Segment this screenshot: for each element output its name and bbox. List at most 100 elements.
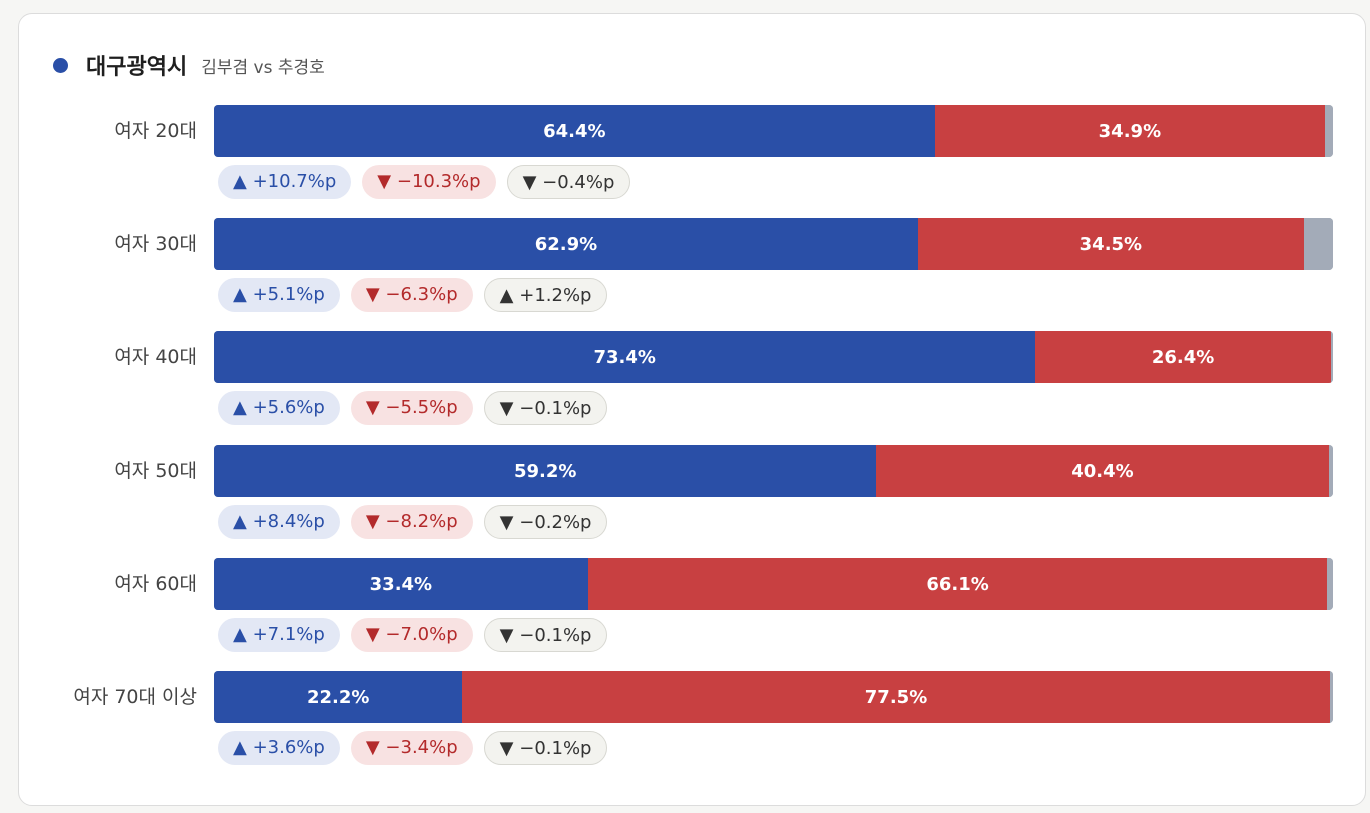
triangle-down-icon: ▼	[365, 397, 380, 418]
change-value: −0.4%p	[542, 172, 615, 193]
bar-segment-candidate-b: 34.5%	[917, 218, 1304, 270]
bar-segment-candidate-b: 40.4%	[876, 445, 1329, 497]
change-value: −0.1%p	[519, 738, 592, 759]
change-value: −5.5%p	[385, 397, 458, 418]
chart-row: 여자 50대 59.2% 40.4% ▲ +8.4%p ▼ −8.2%p ▼ −0.2%p	[19, 445, 1367, 545]
matchup-subtitle: 김부겸 vs 추경호	[201, 57, 325, 78]
chart-row: 여자 70대 이상 22.2% 77.5% ▲ +3.6%p ▼ −3.4%p ▼ −0.…	[19, 671, 1367, 771]
stacked-bar: 59.2% 40.4%	[214, 445, 1333, 497]
change-chip-other: ▼ −0.1%p	[483, 618, 608, 652]
chart-card: 대구광역시 김부겸 vs 추경호 여자 20대 64.4% 34.9% ▲ +10.7…	[18, 13, 1366, 806]
bar-segment-other	[1303, 218, 1333, 270]
change-chips: ▲ +8.4%p ▼ −8.2%p ▼ −0.2%p	[218, 505, 608, 539]
triangle-up-icon: ▲	[233, 284, 247, 305]
change-chip-other: ▼ −0.4%p	[506, 165, 631, 199]
triangle-down-icon: ▼	[499, 398, 514, 419]
change-value: +7.1%p	[252, 624, 325, 645]
bar-segment-candidate-a: 33.4%	[214, 558, 588, 610]
change-chip-candidate-b: ▼ −3.4%p	[350, 731, 473, 765]
change-value: +3.6%p	[252, 737, 325, 758]
change-chip-candidate-a: ▲ +7.1%p	[218, 618, 340, 652]
change-chips: ▲ +7.1%p ▼ −7.0%p ▼ −0.1%p	[218, 618, 608, 652]
bar-segment-other	[1330, 331, 1333, 383]
category-label: 여자 40대	[114, 346, 197, 368]
change-value: +10.7%p	[252, 171, 337, 192]
change-value: +8.4%p	[252, 511, 325, 532]
change-chip-candidate-b: ▼ −10.3%p	[362, 165, 496, 199]
chart-row: 여자 20대 64.4% 34.9% ▲ +10.7%p ▼ −10.3%p ▼ −0.4…	[19, 105, 1367, 205]
change-chip-candidate-a: ▲ +5.6%p	[218, 391, 340, 425]
bar-segment-candidate-b: 77.5%	[462, 671, 1330, 723]
change-value: −0.2%p	[519, 512, 592, 533]
bar-segment-candidate-b: 26.4%	[1035, 331, 1331, 383]
change-chips: ▲ +5.1%p ▼ −6.3%p ▲ +1.2%p	[218, 278, 608, 312]
change-value: −7.0%p	[385, 624, 458, 645]
bar-segment-other	[1329, 671, 1333, 723]
triangle-up-icon: ▲	[233, 737, 247, 758]
change-chip-other: ▲ +1.2%p	[483, 278, 608, 312]
change-chips: ▲ +3.6%p ▼ −3.4%p ▼ −0.1%p	[218, 731, 608, 765]
bar-segment-other	[1328, 445, 1333, 497]
change-chip-other: ▼ −0.2%p	[483, 505, 608, 539]
change-chips: ▲ +5.6%p ▼ −5.5%p ▼ −0.1%p	[218, 391, 608, 425]
chart-row: 여자 40대 73.4% 26.4% ▲ +5.6%p ▼ −5.5%p ▼ −0.1%p	[19, 331, 1367, 431]
change-value: +5.6%p	[252, 397, 325, 418]
change-chip-candidate-b: ▼ −5.5%p	[350, 391, 473, 425]
triangle-down-icon: ▼	[365, 737, 380, 758]
bar-segment-candidate-b: 66.1%	[587, 558, 1328, 610]
bar-segment-candidate-a: 73.4%	[214, 331, 1036, 383]
triangle-down-icon: ▼	[365, 284, 380, 305]
change-value: −8.2%p	[385, 511, 458, 532]
change-chip-candidate-b: ▼ −8.2%p	[350, 505, 473, 539]
change-chip-candidate-b: ▼ −7.0%p	[350, 618, 473, 652]
triangle-up-icon: ▲	[233, 511, 247, 532]
bar-segment-candidate-a: 59.2%	[214, 445, 877, 497]
change-chip-candidate-a: ▲ +5.1%p	[218, 278, 340, 312]
change-value: −0.1%p	[519, 398, 592, 419]
bar-segment-candidate-b: 34.9%	[934, 105, 1326, 157]
bar-segment-candidate-a: 62.9%	[214, 218, 918, 270]
category-label: 여자 30대	[114, 233, 197, 255]
bar-segment-other	[1325, 105, 1333, 157]
category-label: 여자 50대	[114, 460, 197, 482]
bar-segment-candidate-a: 64.4%	[214, 105, 935, 157]
change-value: −6.3%p	[385, 284, 458, 305]
change-value: −10.3%p	[396, 171, 481, 192]
triangle-down-icon: ▼	[499, 738, 514, 759]
stacked-bar: 64.4% 34.9%	[214, 105, 1333, 157]
stacked-bar: 22.2% 77.5%	[214, 671, 1333, 723]
chart-row: 여자 30대 62.9% 34.5% ▲ +5.1%p ▼ −6.3%p ▲ +1.2%p	[19, 218, 1367, 318]
region-dot-icon	[53, 57, 68, 73]
region-title: 대구광역시	[86, 55, 188, 80]
triangle-down-icon: ▼	[377, 171, 392, 192]
change-value: +5.1%p	[252, 284, 325, 305]
change-chip-candidate-a: ▲ +8.4%p	[218, 505, 340, 539]
change-chip-candidate-a: ▲ +3.6%p	[218, 731, 340, 765]
bar-segment-other	[1327, 558, 1333, 610]
change-chip-other: ▼ −0.1%p	[483, 731, 608, 765]
triangle-down-icon: ▼	[365, 511, 380, 532]
triangle-up-icon: ▲	[499, 285, 514, 306]
stacked-bar: 33.4% 66.1%	[214, 558, 1333, 610]
triangle-down-icon: ▼	[499, 512, 514, 533]
triangle-up-icon: ▲	[233, 171, 247, 192]
chart-row: 여자 60대 33.4% 66.1% ▲ +7.1%p ▼ −7.0%p ▼ −0.1%p	[19, 558, 1367, 658]
change-value: −0.1%p	[519, 625, 592, 646]
category-label: 여자 70대 이상	[73, 686, 197, 708]
change-value: +1.2%p	[519, 285, 592, 306]
stacked-bar: 73.4% 26.4%	[214, 331, 1333, 383]
category-label: 여자 60대	[114, 573, 197, 595]
triangle-down-icon: ▼	[522, 172, 537, 193]
triangle-up-icon: ▲	[233, 397, 247, 418]
bar-segment-candidate-a: 22.2%	[214, 671, 463, 723]
triangle-down-icon: ▼	[499, 625, 514, 646]
triangle-down-icon: ▼	[365, 624, 380, 645]
stacked-bar: 62.9% 34.5%	[214, 218, 1333, 270]
change-value: −3.4%p	[385, 737, 458, 758]
change-chips: ▲ +10.7%p ▼ −10.3%p ▼ −0.4%p	[218, 165, 631, 199]
chart-header: 대구광역시 김부겸 vs 추경호	[53, 49, 325, 81]
change-chip-candidate-a: ▲ +10.7%p	[218, 165, 352, 199]
change-chip-candidate-b: ▼ −6.3%p	[350, 278, 473, 312]
change-chip-other: ▼ −0.1%p	[483, 391, 608, 425]
category-label: 여자 20대	[114, 120, 197, 142]
